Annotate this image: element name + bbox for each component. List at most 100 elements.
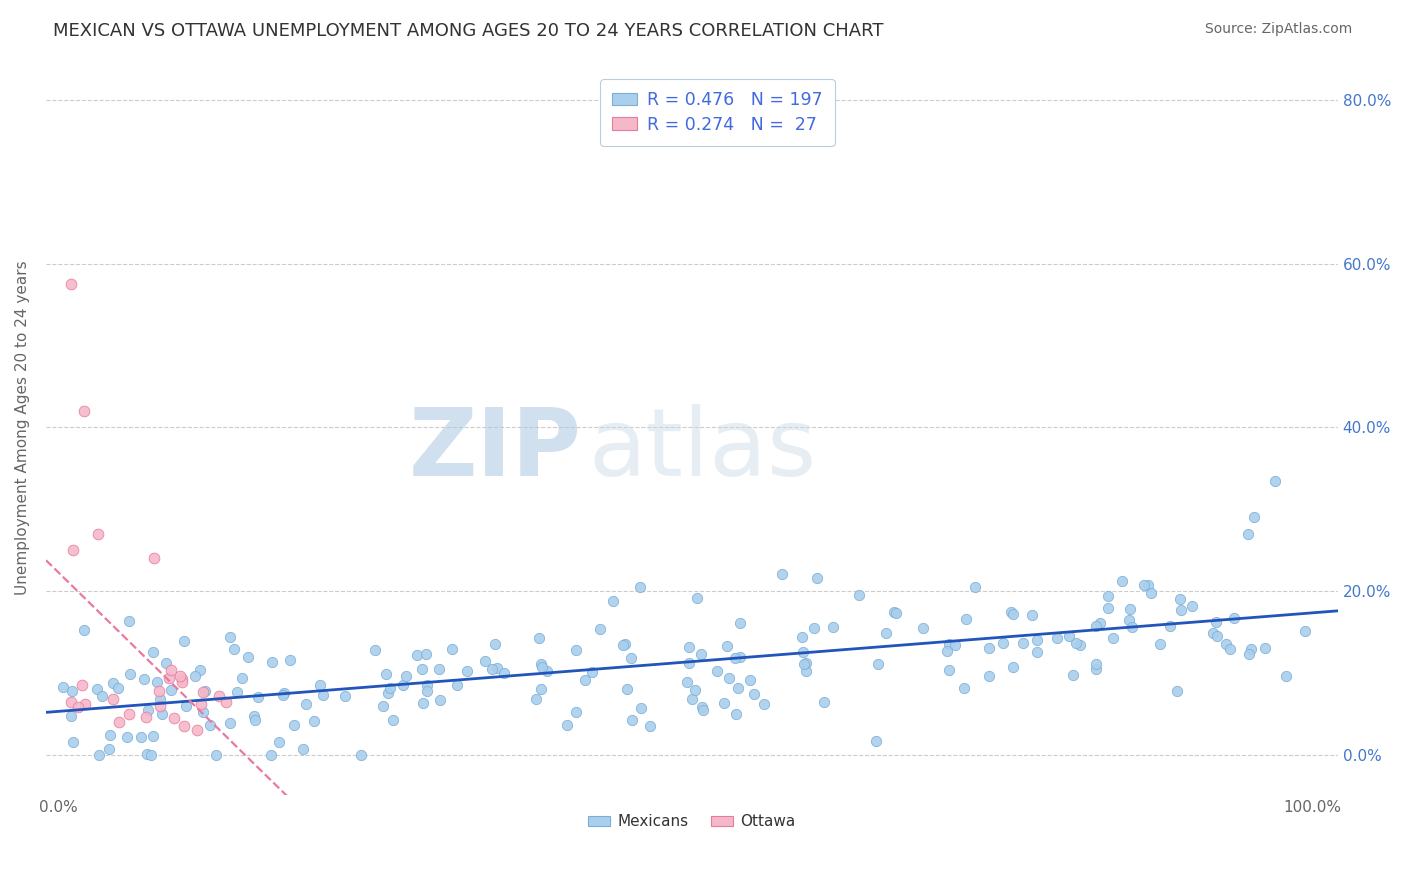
Point [72, 678, 94, 692]
Point [565, 705, 588, 719]
Point [616, 681, 638, 696]
Point [474, 653, 496, 667]
Point [226, 685, 249, 699]
Point [160, 663, 183, 677]
Point [440, 642, 463, 657]
Point [1236, 526, 1258, 541]
Point [412, 696, 434, 710]
Point [136, 702, 159, 716]
Text: MEXICAN VS OTTAWA UNEMPLOYMENT AMONG AGES 20 TO 24 YEARS CORRELATION CHART: MEXICAN VS OTTAWA UNEMPLOYMENT AMONG AGE… [53, 22, 884, 40]
Point [1097, 589, 1119, 603]
Point [243, 709, 266, 723]
Point [87, 747, 110, 762]
Point [793, 657, 815, 671]
Point [309, 678, 332, 692]
Point [612, 638, 634, 652]
Point [132, 673, 155, 687]
Point [117, 614, 139, 628]
Point [686, 591, 709, 605]
Point [683, 682, 706, 697]
Point [456, 664, 478, 678]
Point [62, 543, 84, 558]
Point [716, 639, 738, 653]
Point [724, 650, 747, 665]
Point [945, 638, 967, 652]
Point [169, 669, 191, 683]
Point [1254, 641, 1277, 656]
Point [1026, 633, 1049, 648]
Point [1097, 600, 1119, 615]
Point [205, 747, 228, 762]
Point [1140, 586, 1163, 600]
Point [1206, 629, 1229, 643]
Point [803, 620, 825, 634]
Point [173, 633, 195, 648]
Point [146, 674, 169, 689]
Point [531, 660, 554, 674]
Point [1275, 668, 1298, 682]
Point [979, 641, 1001, 656]
Point [589, 622, 612, 636]
Point [1111, 574, 1133, 588]
Point [486, 660, 509, 674]
Point [1215, 637, 1237, 651]
Point [62, 735, 84, 749]
Point [1085, 619, 1108, 633]
Point [527, 632, 550, 646]
Point [620, 650, 643, 665]
Point [139, 747, 162, 762]
Point [218, 716, 240, 731]
Point [883, 605, 905, 619]
Point [311, 688, 333, 702]
Point [1136, 578, 1159, 592]
Point [1062, 668, 1084, 682]
Point [536, 665, 558, 679]
Point [574, 673, 596, 687]
Point [349, 747, 371, 762]
Point [1239, 642, 1261, 657]
Point [60, 683, 83, 698]
Point [1121, 620, 1143, 634]
Point [481, 662, 503, 676]
Point [377, 686, 399, 700]
Point [129, 730, 152, 744]
Point [73, 697, 96, 711]
Point [792, 645, 814, 659]
Point [427, 662, 450, 676]
Point [875, 626, 897, 640]
Point [411, 662, 433, 676]
Point [415, 648, 437, 662]
Point [87, 526, 110, 541]
Point [172, 675, 194, 690]
Point [813, 695, 835, 709]
Point [304, 714, 326, 728]
Point [848, 588, 870, 602]
Point [621, 713, 644, 727]
Point [868, 657, 890, 672]
Point [292, 742, 315, 756]
Point [364, 643, 387, 657]
Point [283, 718, 305, 732]
Point [1264, 474, 1286, 488]
Point [806, 571, 828, 585]
Point [1021, 608, 1043, 623]
Point [1046, 631, 1069, 645]
Point [1149, 637, 1171, 651]
Point [1239, 647, 1261, 661]
Point [1159, 619, 1181, 633]
Point [135, 747, 157, 762]
Point [794, 656, 817, 670]
Point [160, 683, 183, 698]
Point [484, 637, 506, 651]
Point [494, 666, 516, 681]
Point [713, 697, 735, 711]
Point [416, 678, 439, 692]
Point [524, 692, 547, 706]
Point [1132, 578, 1154, 592]
Point [142, 645, 165, 659]
Point [416, 683, 439, 698]
Point [262, 655, 284, 669]
Point [630, 580, 652, 594]
Point [1166, 683, 1188, 698]
Point [690, 700, 713, 714]
